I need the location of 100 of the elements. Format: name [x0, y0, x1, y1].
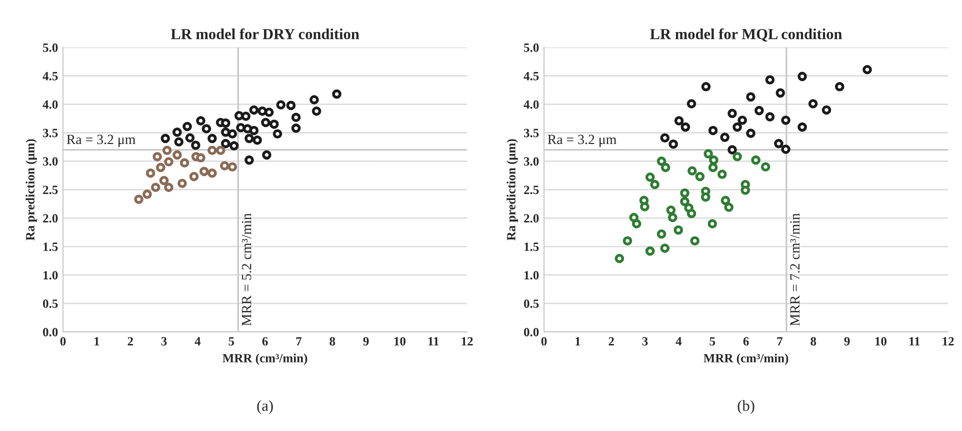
point [312, 106, 322, 116]
point [674, 225, 683, 235]
y-tick-label: 3.5 [42, 128, 58, 138]
x-tick-label: 7 [296, 337, 302, 346]
point [732, 152, 742, 162]
point [152, 152, 162, 162]
y-tick-label: 2.5 [524, 186, 539, 194]
point [720, 196, 730, 206]
point [660, 244, 670, 253]
point [191, 140, 200, 150]
y-tick-label: 1.5 [44, 242, 58, 252]
point [172, 128, 182, 137]
x-tick-label: 0 [541, 337, 547, 346]
point [258, 106, 267, 116]
y-tick-label: 0.5 [524, 299, 539, 308]
point [291, 124, 301, 133]
point [674, 116, 684, 126]
y-tick-label: 2.0 [524, 214, 539, 223]
point [208, 168, 217, 178]
point [142, 190, 152, 199]
point [180, 158, 190, 168]
point [196, 153, 206, 162]
y-tick-label: 5.0 [524, 43, 539, 52]
text: (b) [738, 400, 754, 414]
x-axis-title: MRR (cm³/min) [704, 354, 788, 365]
x-tick-label: 10 [394, 337, 406, 346]
chart-title: LR model for DRY condition [170, 28, 360, 40]
point [686, 99, 696, 108]
point [724, 202, 734, 212]
text: (a) [257, 400, 273, 414]
point [686, 208, 696, 218]
point [680, 196, 690, 206]
point [208, 146, 217, 156]
ref-line-label: Ra = 3.2 μm [548, 134, 616, 147]
point [249, 105, 259, 115]
point [656, 156, 666, 166]
point [690, 236, 700, 246]
x-tick-label: 12 [462, 337, 473, 346]
point [708, 126, 718, 136]
point [146, 168, 156, 178]
point [774, 138, 784, 148]
y-tick-label: 0.0 [524, 328, 539, 336]
point [738, 116, 747, 125]
x-tick-label: 6 [262, 337, 268, 346]
point [708, 219, 718, 228]
point [269, 120, 279, 129]
point [164, 157, 174, 166]
y-tick-label: 2.0 [43, 214, 58, 223]
point [162, 146, 172, 156]
point [241, 112, 250, 121]
point [650, 180, 660, 190]
point [688, 166, 697, 176]
point [159, 176, 169, 186]
point [645, 172, 655, 182]
point [751, 155, 760, 165]
x-tick-label: 11 [428, 337, 439, 346]
y-tick-label: 4.0 [524, 100, 539, 109]
point [220, 128, 230, 137]
x-tick-label: 5 [228, 337, 234, 346]
point [760, 162, 770, 172]
y-axis-title: Ra prediction (μm) [26, 139, 37, 240]
point [189, 172, 199, 182]
x-tick-label: 12 [942, 337, 954, 346]
point [740, 186, 750, 195]
x-tick-label: 8 [330, 337, 336, 346]
chart-title: LR model for MQL condition [650, 28, 842, 42]
point [668, 212, 678, 222]
y-tick-label: 0.0 [43, 328, 58, 336]
point [291, 112, 301, 122]
point [700, 192, 710, 202]
point [228, 129, 238, 139]
point [172, 150, 182, 160]
point [236, 122, 246, 132]
point [822, 105, 832, 115]
point [178, 178, 187, 188]
ref-line-label: MRR = 5.2 cm³/min [242, 213, 252, 326]
point [798, 72, 807, 82]
point [834, 82, 844, 92]
point [272, 129, 282, 139]
point [150, 182, 160, 192]
point [174, 137, 184, 146]
x-tick-label: 3 [642, 337, 648, 346]
point [276, 100, 286, 110]
point [708, 162, 718, 172]
point [185, 133, 195, 143]
point [262, 150, 272, 160]
point [164, 182, 174, 192]
point [746, 92, 756, 102]
point [765, 112, 775, 122]
y-tick-label: 3.5 [524, 128, 539, 138]
point [704, 149, 713, 158]
point [202, 124, 212, 134]
y-tick-label: 1.0 [44, 271, 58, 280]
point [234, 111, 244, 120]
y-tick-label: 0.5 [43, 299, 58, 308]
point [220, 161, 230, 170]
point [244, 155, 254, 165]
point [732, 122, 742, 132]
point [310, 95, 319, 104]
point [182, 122, 192, 132]
